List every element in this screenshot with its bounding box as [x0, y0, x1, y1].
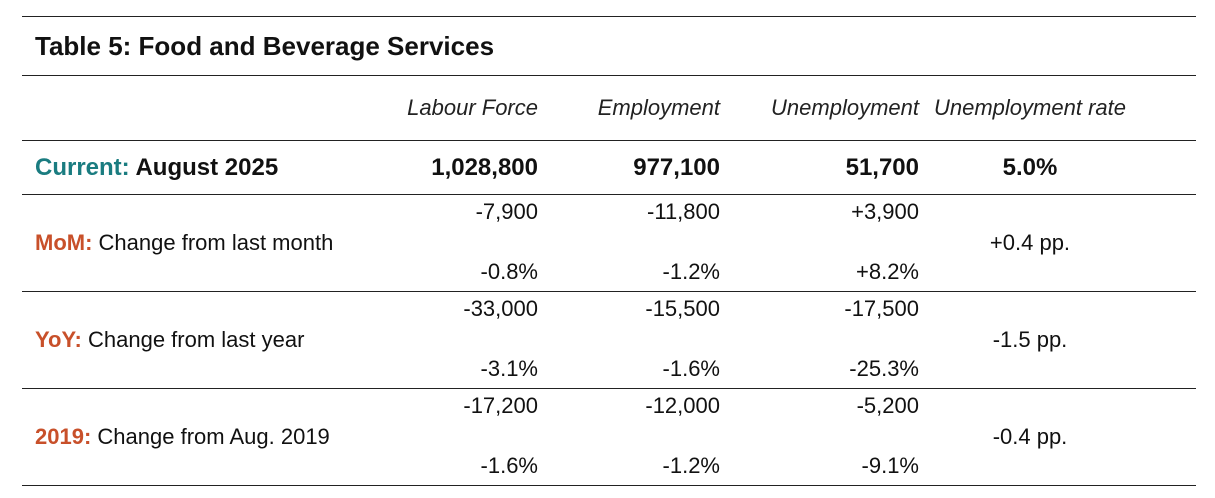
current-rate: 5.0% — [1002, 153, 1058, 181]
labour-force-cell: -17,200 -1.6% — [382, 389, 538, 485]
row-description: Change from last year — [87, 327, 305, 352]
abs-change: -17,200 — [463, 393, 538, 418]
table-row: 2019: Change from Aug. 2019 -17,200 -1.6… — [22, 389, 1196, 485]
current-prefix: Current: — [35, 153, 130, 181]
pct-change: -0.8% — [480, 259, 538, 284]
current-period: August 2025 — [135, 153, 279, 181]
abs-change: -7,900 — [475, 199, 538, 224]
abs-change: -11,800 — [647, 199, 720, 224]
abs-change: -17,500 — [844, 296, 919, 321]
row-rule — [22, 388, 1196, 389]
abs-change: -33,000 — [463, 296, 538, 321]
column-header-row: Labour Force Employment Unemployment Une… — [22, 76, 1196, 140]
row-description: Change from Aug. 2019 — [97, 424, 330, 449]
row-label: YoY: Change from last year — [22, 292, 382, 388]
table-title-row: Table 5: Food and Beverage Services — [22, 17, 1196, 75]
labour-force-cell: -7,900 -0.8% — [382, 195, 538, 291]
current-unemployment: 51,700 — [845, 153, 919, 181]
row-label: 2019: Change from Aug. 2019 — [22, 389, 382, 485]
header-unemployment: Unemployment — [771, 95, 919, 120]
pct-change: -9.1% — [861, 453, 919, 478]
labour-force-cell: -33,000 -3.1% — [382, 292, 538, 388]
bottom-rule — [22, 485, 1196, 486]
table-row: MoM: Change from last month -7,900 -0.8%… — [22, 195, 1196, 291]
rate-change: -1.5 pp. — [992, 327, 1068, 352]
table-row: YoY: Change from last year -33,000 -3.1%… — [22, 292, 1196, 388]
current-label: Current: August 2025 — [22, 154, 382, 182]
title-rule — [22, 75, 1196, 76]
top-rule — [22, 16, 1196, 17]
row-label: MoM: Change from last month — [22, 195, 382, 291]
abs-change: -15,500 — [645, 296, 720, 321]
row-prefix: 2019: — [35, 424, 92, 449]
header-employment: Employment — [597, 95, 720, 120]
abs-change: -12,000 — [645, 393, 720, 418]
current-labour-force: 1,028,800 — [431, 153, 538, 181]
unemployment-cell: -17,500 -25.3% — [720, 292, 919, 388]
pct-change: -1.2% — [662, 453, 720, 478]
current-employment: 977,100 — [633, 153, 720, 181]
rate-change: -0.4 pp. — [992, 424, 1068, 449]
header-labour-force: Labour Force — [407, 95, 538, 120]
header-rule — [22, 140, 1196, 141]
employment-cell: -15,500 -1.6% — [538, 292, 720, 388]
current-row: Current: August 2025 1,028,800 977,100 5… — [22, 141, 1196, 194]
pct-change: -1.6% — [480, 453, 538, 478]
current-rule — [22, 194, 1196, 195]
rate-change: +0.4 pp. — [989, 230, 1071, 255]
pct-change: -3.1% — [480, 356, 538, 381]
pct-change: -1.6% — [662, 356, 720, 381]
table-title: Table 5: Food and Beverage Services — [35, 30, 495, 61]
pct-change: +8.2% — [856, 259, 919, 284]
abs-change: -5,200 — [856, 393, 919, 418]
unemployment-cell: +3,900 +8.2% — [720, 195, 919, 291]
row-prefix: MoM: — [35, 230, 93, 255]
row-prefix: YoY: — [35, 327, 82, 352]
header-unemployment-rate: Unemployment rate — [934, 95, 1126, 120]
pct-change: -25.3% — [849, 356, 919, 381]
data-table: Table 5: Food and Beverage Services Labo… — [22, 16, 1196, 486]
pct-change: -1.2% — [662, 259, 720, 284]
row-rule — [22, 291, 1196, 292]
employment-cell: -11,800 -1.2% — [538, 195, 720, 291]
employment-cell: -12,000 -1.2% — [538, 389, 720, 485]
row-description: Change from last month — [98, 230, 334, 255]
abs-change: +3,900 — [851, 199, 919, 224]
unemployment-cell: -5,200 -9.1% — [720, 389, 919, 485]
